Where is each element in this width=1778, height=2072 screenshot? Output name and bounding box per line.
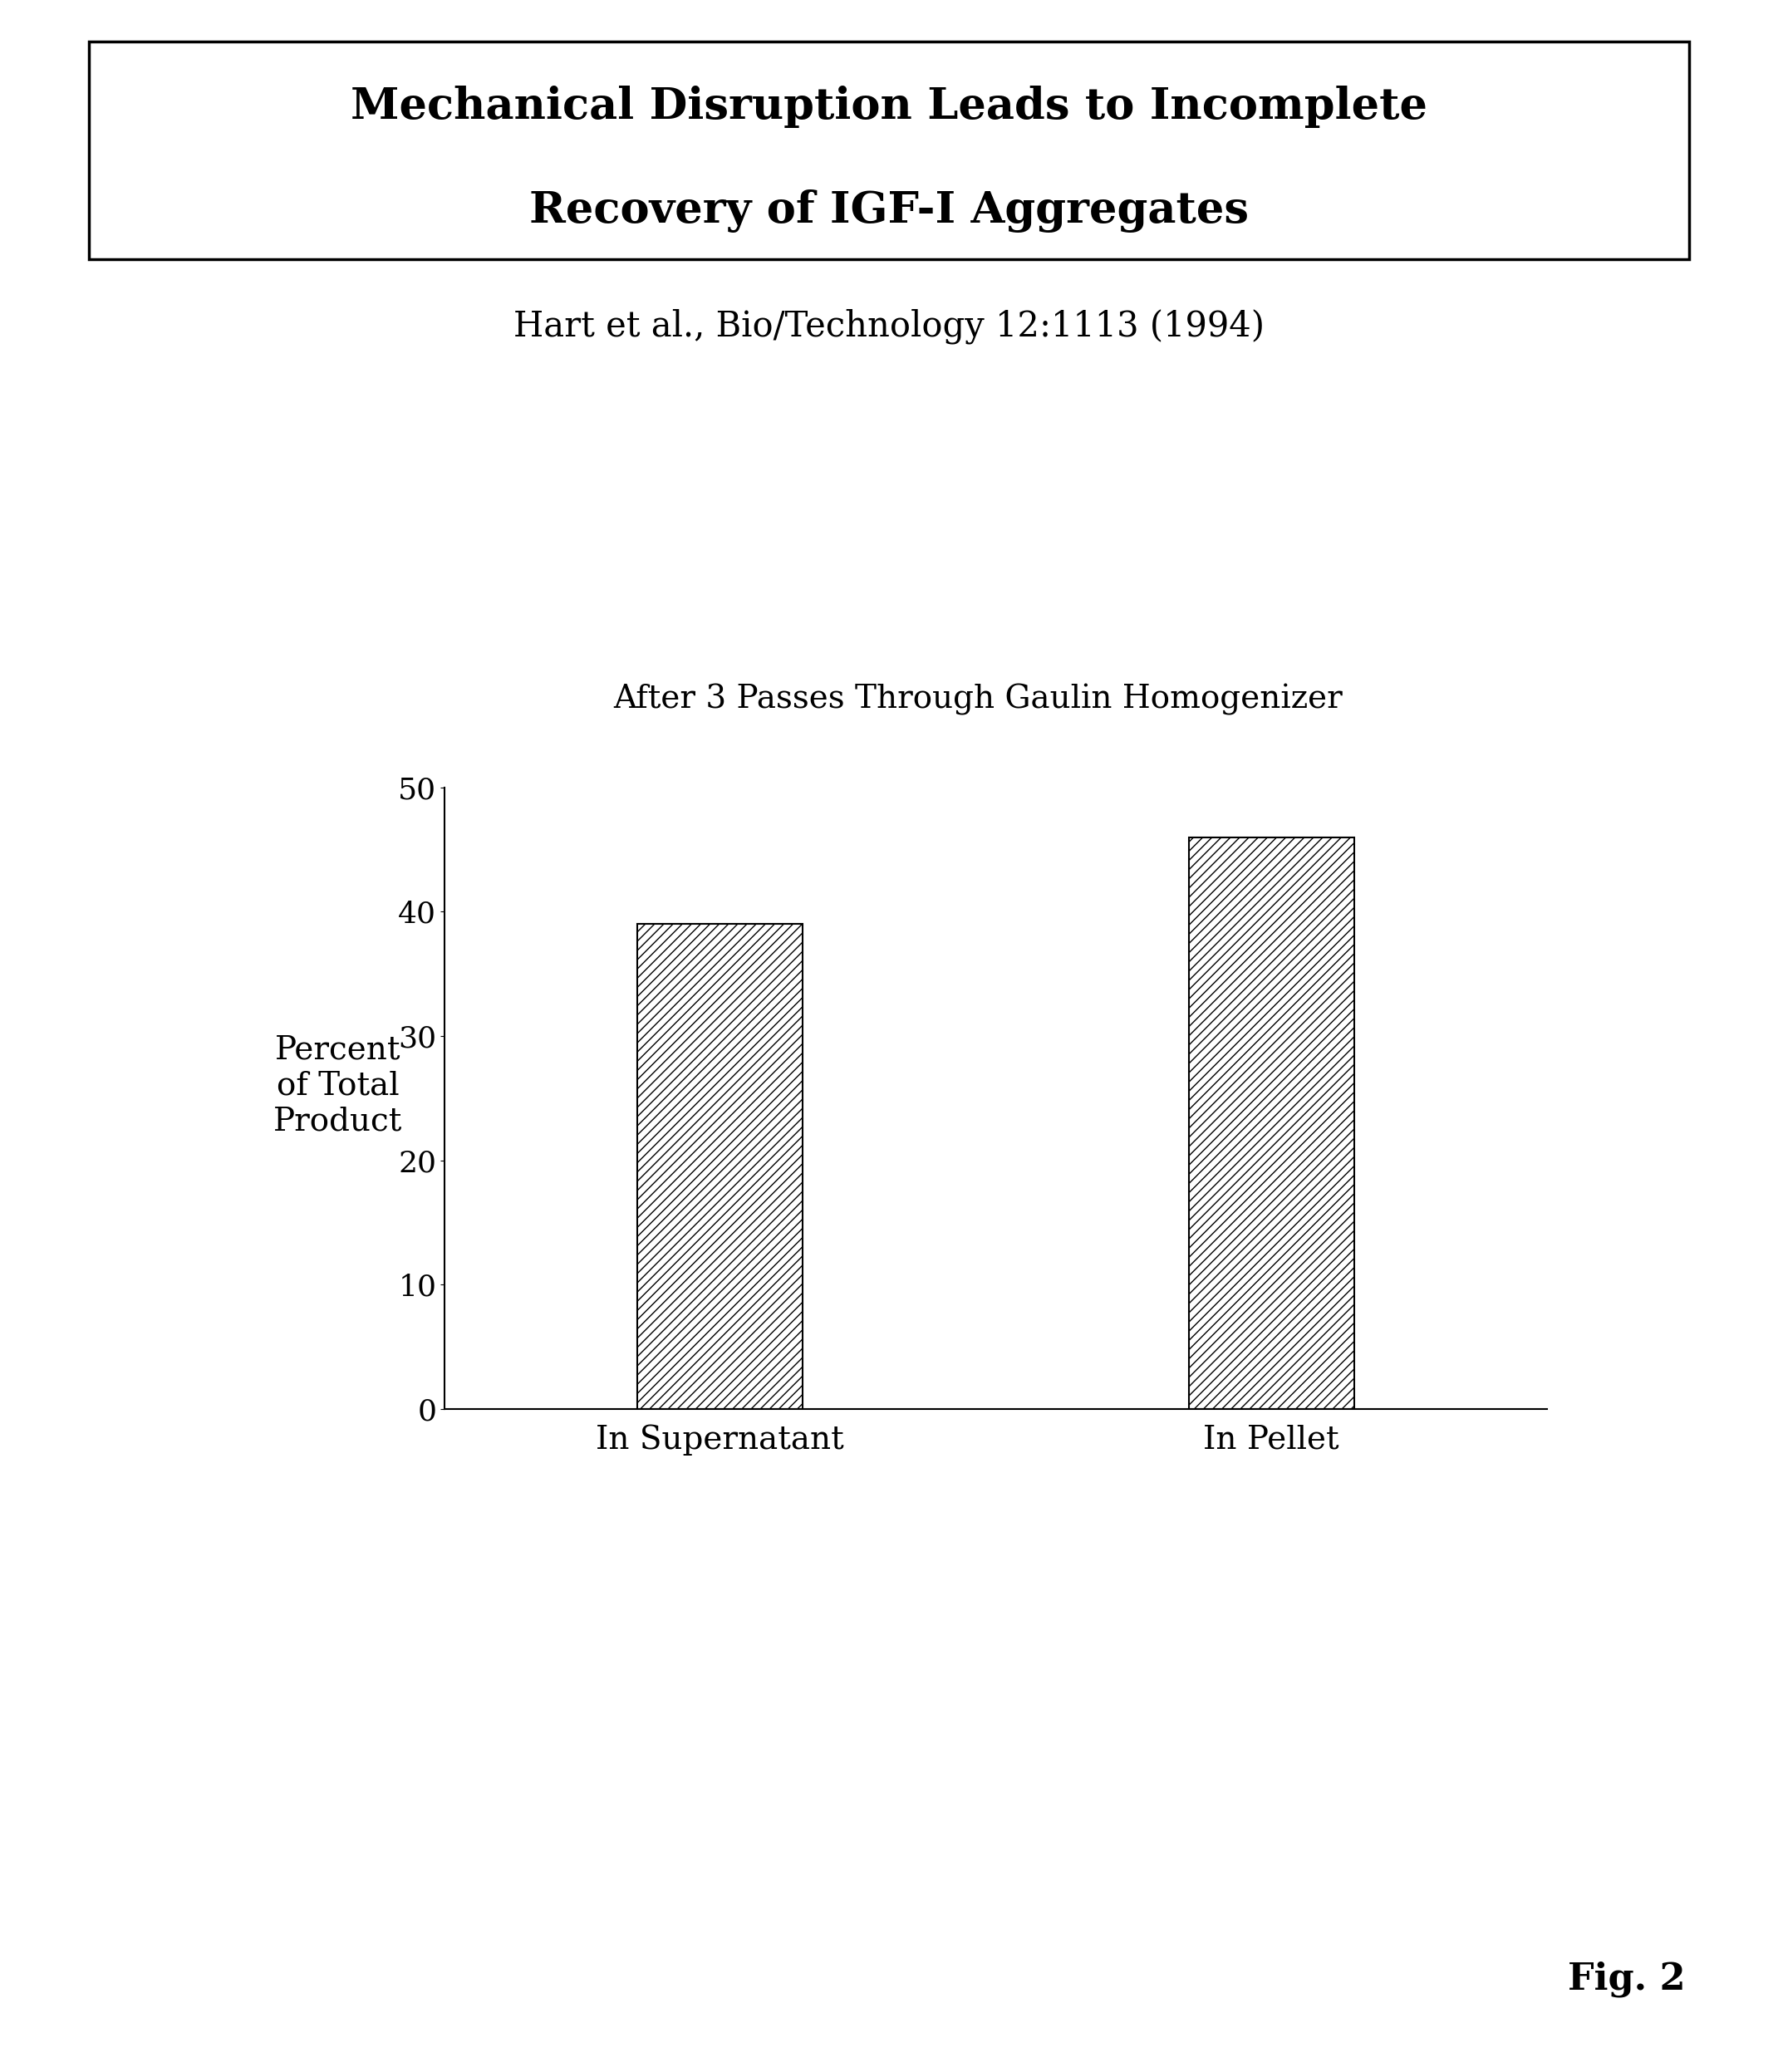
Text: Recovery of IGF-I Aggregates: Recovery of IGF-I Aggregates	[530, 189, 1248, 232]
Text: Mechanical Disruption Leads to Incomplete: Mechanical Disruption Leads to Incomplet…	[350, 85, 1428, 128]
Text: Percent
of Total
Product: Percent of Total Product	[274, 1034, 402, 1138]
Text: After 3 Passes Through Gaulin Homogenizer: After 3 Passes Through Gaulin Homogenize…	[613, 684, 1342, 715]
Text: Hart et al., Bio/Technology 12:1113 (1994): Hart et al., Bio/Technology 12:1113 (199…	[514, 309, 1264, 344]
Text: Fig. 2: Fig. 2	[1568, 1960, 1686, 1997]
Bar	[1189, 837, 1355, 1409]
Bar	[638, 924, 804, 1409]
FancyBboxPatch shape	[89, 41, 1689, 259]
